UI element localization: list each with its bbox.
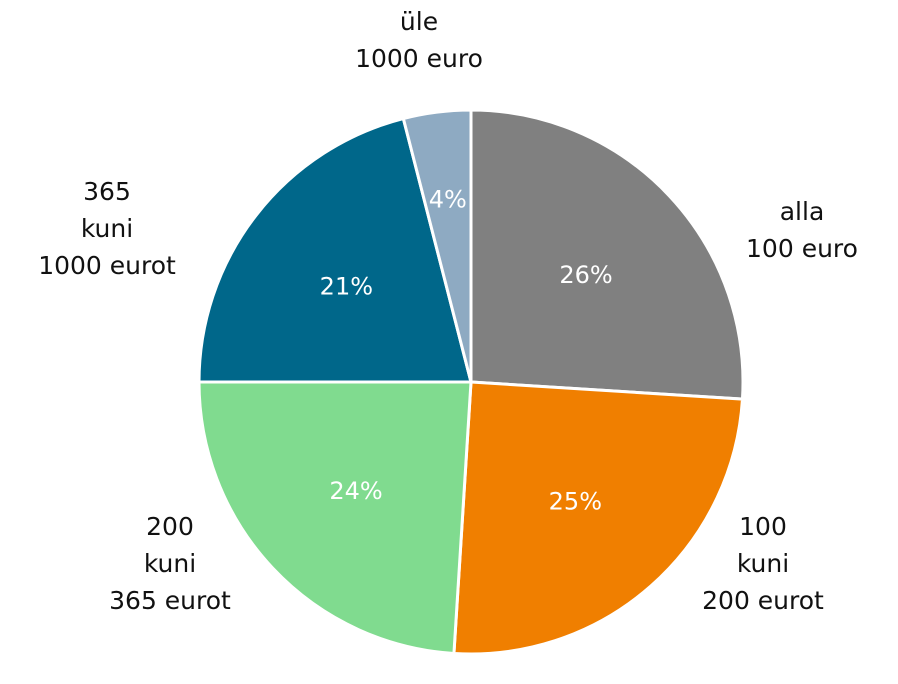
slice-category-label: 100 kuni 200 eurot (702, 512, 824, 615)
pie-slice (197, 380, 473, 656)
slice-label-line: alla (780, 197, 825, 226)
slice-value-label: 25% (549, 487, 602, 515)
pie-slice (401, 108, 473, 383)
slice-label-line: 100 (739, 512, 787, 541)
slice-value-label: 21% (320, 272, 373, 300)
pie-slice (452, 380, 745, 656)
slice-value-label: 26% (559, 261, 612, 289)
slice-category-label: 200 kuni 365 eurot (109, 512, 231, 615)
slice-value-label: 4% (429, 185, 467, 213)
slice-label-line: 200 (146, 512, 194, 541)
pie-slice (469, 108, 745, 401)
slice-label-line: kuni (737, 549, 789, 578)
slice-label-line: 365 (83, 177, 131, 206)
slice-label-line: 1000 euro (355, 44, 483, 73)
slice-label-line: 365 eurot (109, 586, 231, 615)
slice-label-line: kuni (144, 549, 196, 578)
slice-label-line: 200 eurot (702, 586, 824, 615)
pie-slice (197, 116, 473, 384)
slice-label-line: üle (400, 7, 438, 36)
slice-category-label: alla 100 euro (746, 197, 858, 263)
slice-label-line: 100 euro (746, 234, 858, 263)
slice-label-line: kuni (81, 214, 133, 243)
slice-category-label: üle 1000 euro (355, 7, 483, 73)
slice-label-line: 1000 eurot (38, 251, 176, 280)
slice-value-label: 24% (329, 477, 382, 505)
slice-category-label: 365 kuni 1000 eurot (38, 177, 176, 280)
